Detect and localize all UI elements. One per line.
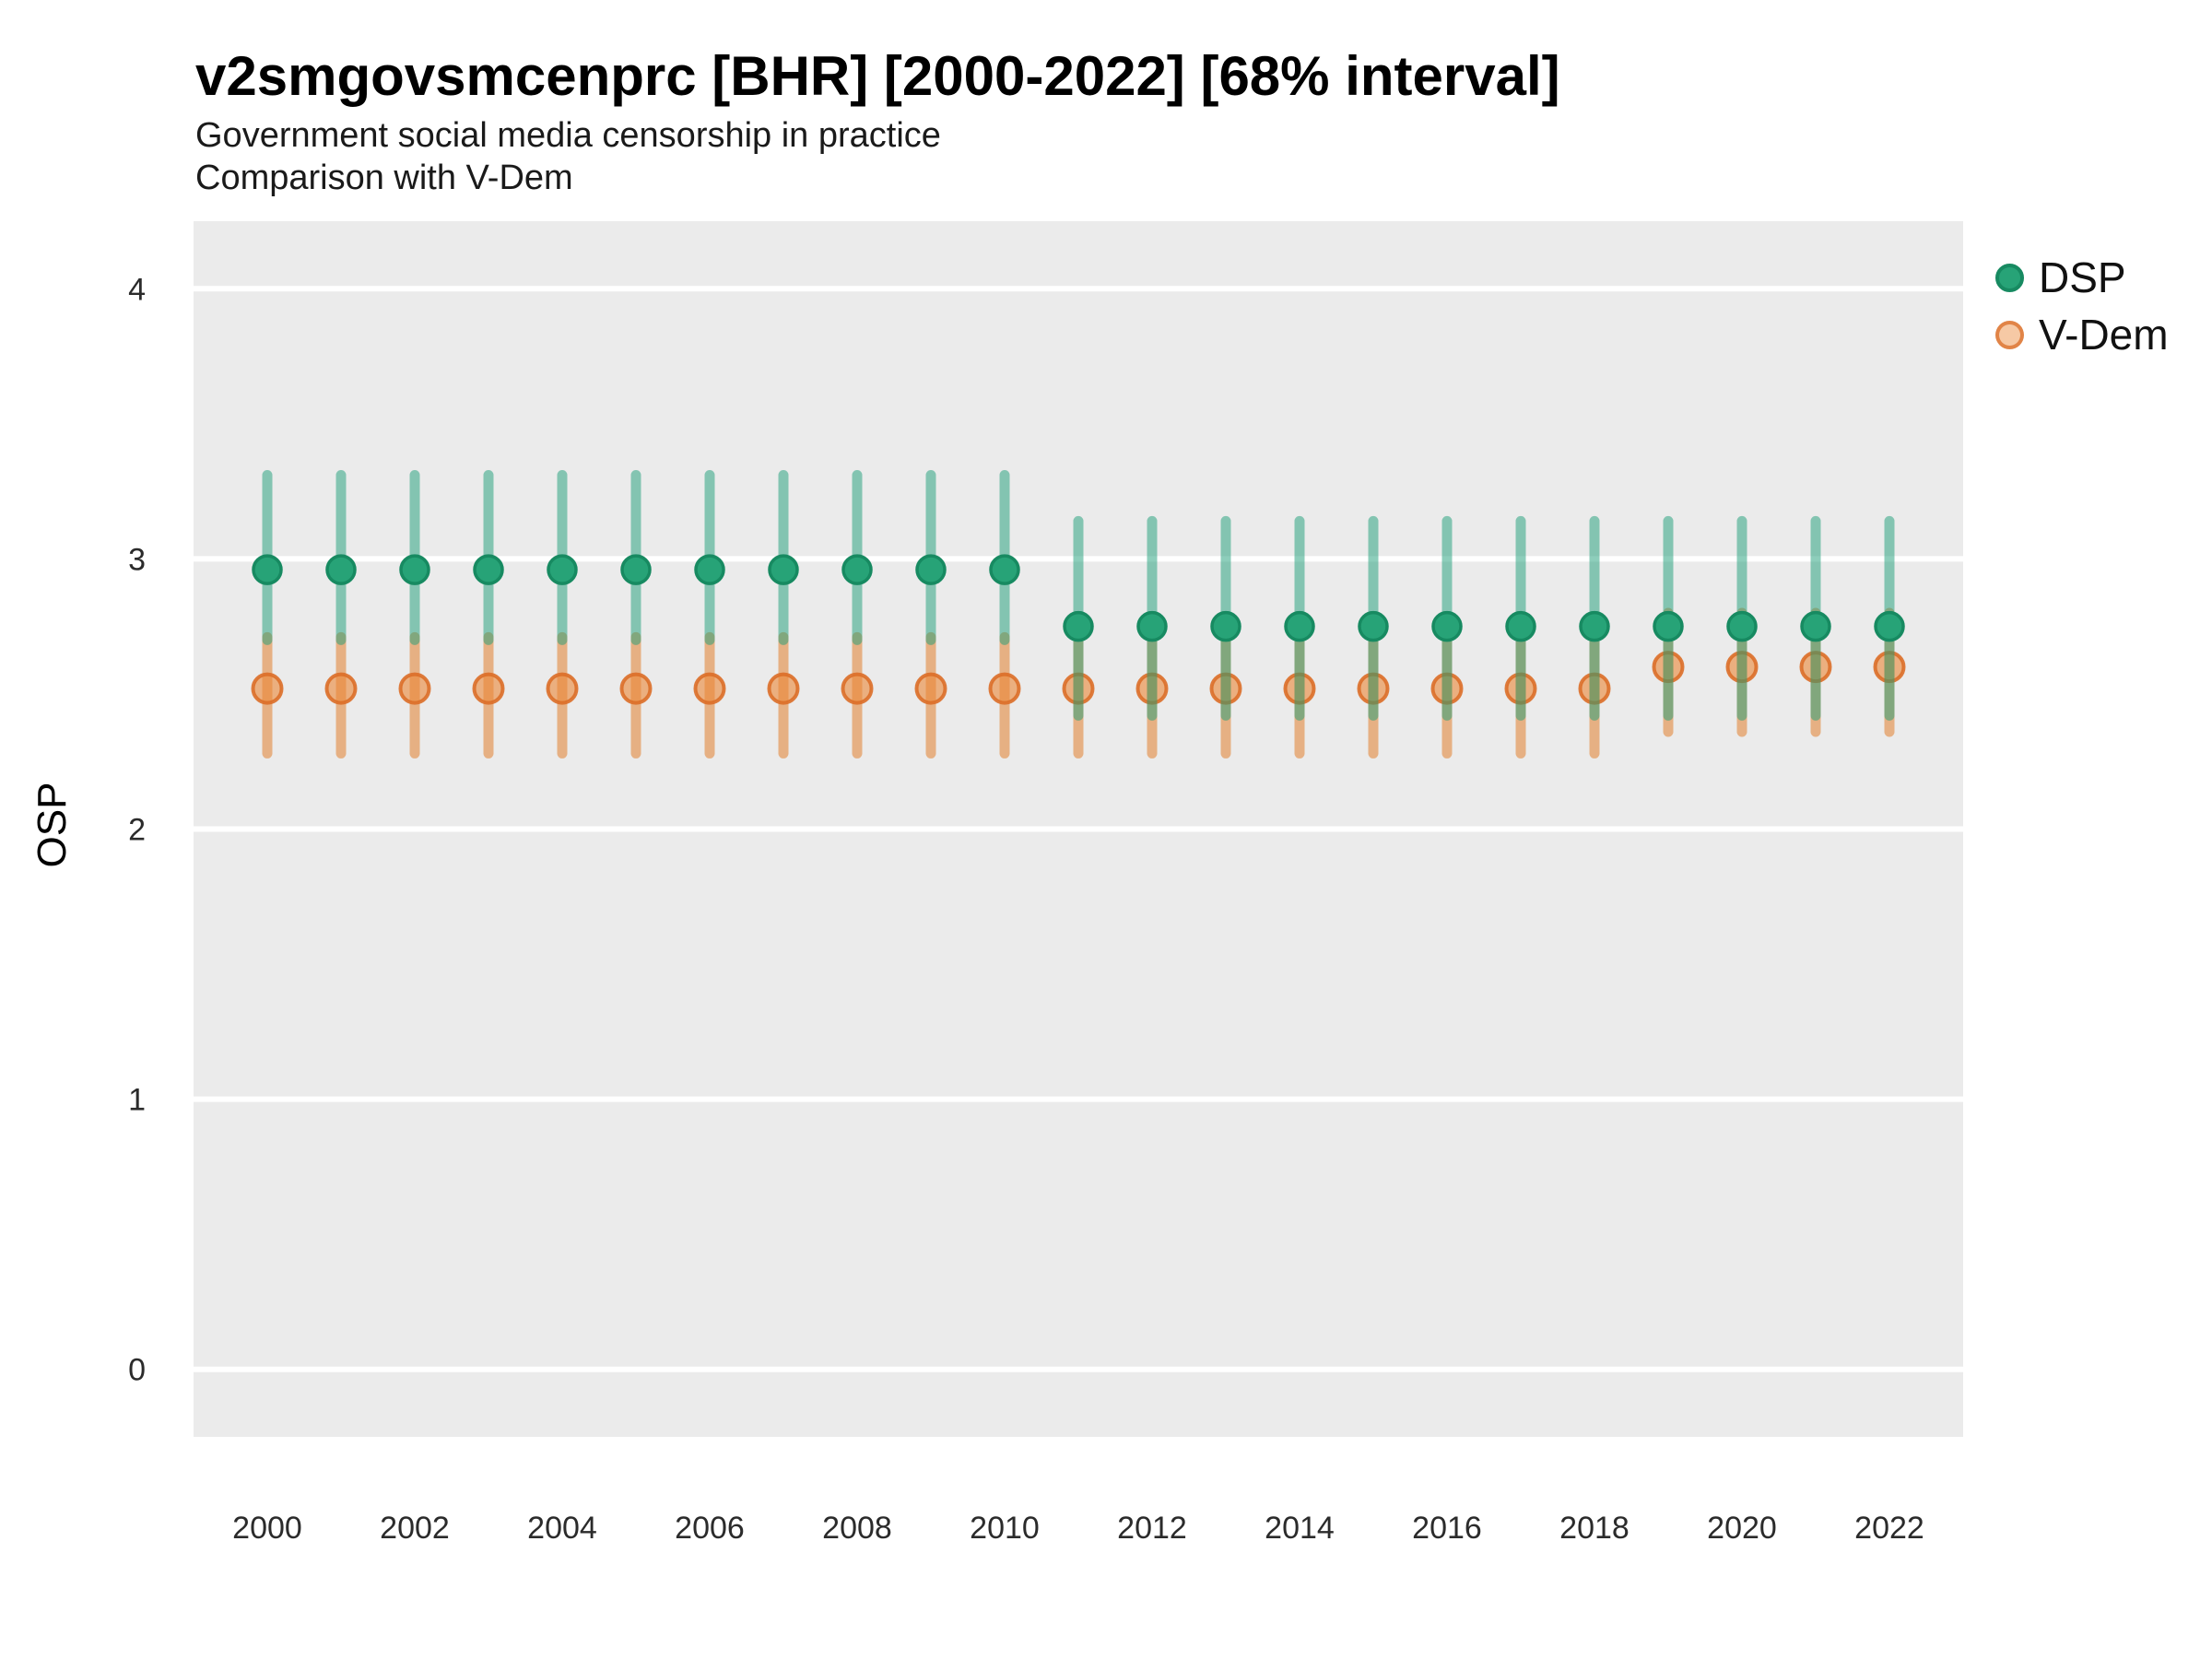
x-tick-label-2014: 2014 [1265,1511,1335,1546]
vdem-point-2010 [988,672,1021,705]
dsp-point-2013 [1210,610,1241,642]
dsp-point-2010 [989,554,1020,585]
vdem-point-2009 [914,672,947,705]
dsp-point-2018 [1579,610,1610,642]
x-tick-label-2006: 2006 [675,1511,745,1546]
x-tick-label-2016: 2016 [1412,1511,1482,1546]
y-tick-label-3: 3 [128,542,146,577]
x-tick-label-2020: 2020 [1707,1511,1777,1546]
vdem-point-2006 [693,672,726,705]
x-tick-label-2018: 2018 [1559,1511,1630,1546]
vdem-point-2005 [619,672,653,705]
x-tick-label-2000: 2000 [232,1511,302,1546]
dsp-point-2002 [399,554,430,585]
x-tick-label-2004: 2004 [527,1511,597,1546]
dsp-point-2000 [252,554,283,585]
dsp-point-2020 [1726,610,1758,642]
vdem-point-2001 [324,672,358,705]
dsp-point-2019 [1653,610,1684,642]
dsp-point-2007 [768,554,799,585]
dsp-point-2022 [1874,610,1905,642]
dsp-legend-dot-icon [1995,263,2024,292]
vdem-point-2003 [472,672,505,705]
vdem-point-2002 [398,672,431,705]
vdem-point-2008 [841,672,874,705]
x-tick-label-2002: 2002 [380,1511,450,1546]
chart-title: v2smgovsmcenprc [BHR] [2000-2022] [68% i… [195,45,1560,107]
legend-item-dsp: DSP [1991,249,2169,306]
vdem-legend-dot-icon [1995,320,2024,349]
dsp-point-2012 [1136,610,1168,642]
y-axis-title: OSP [29,782,75,868]
chart-subtitle: Government social media censorship in pr… [195,116,941,155]
dsp-point-2017 [1505,610,1536,642]
chart-subtitle-comparison: Comparison with V-Dem [195,159,573,197]
legend-item-vdem: V-Dem [1991,306,2169,363]
dsp-point-2001 [325,554,357,585]
x-tick-label-2008: 2008 [822,1511,892,1546]
legend-label-dsp: DSP [2039,253,2126,301]
y-tick-label-0: 0 [128,1353,146,1388]
legend: DSP V-Dem [1991,249,2169,363]
vdem-point-2004 [546,672,579,705]
dsp-point-2021 [1800,610,1831,642]
dsp-point-2004 [547,554,578,585]
y-tick-label-1: 1 [128,1083,146,1118]
x-tick-label-2012: 2012 [1117,1511,1187,1546]
dsp-point-2006 [694,554,725,585]
dsp-point-2015 [1358,610,1389,642]
dsp-point-2014 [1284,610,1315,642]
dsp-point-2011 [1063,610,1094,642]
dsp-point-2003 [473,554,504,585]
y-tick-label-2: 2 [128,813,146,848]
legend-label-vdem: V-Dem [2039,311,2169,359]
dsp-point-2005 [620,554,652,585]
vdem-point-2000 [251,672,284,705]
dsp-point-2016 [1431,610,1463,642]
x-tick-label-2010: 2010 [970,1511,1040,1546]
vdem-point-2007 [767,672,800,705]
x-tick-label-2022: 2022 [1854,1511,1924,1546]
dsp-point-2008 [841,554,873,585]
y-tick-label-4: 4 [128,272,146,307]
dsp-point-2009 [915,554,947,585]
